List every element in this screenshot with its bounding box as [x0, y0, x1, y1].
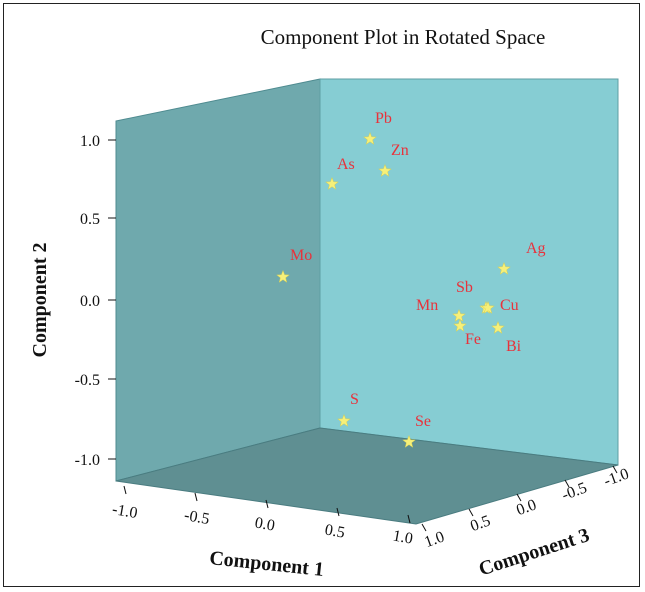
y-axis: 1.0 0.5 0.0 -0.5 -1.0 Component 2: [29, 133, 116, 469]
x-tick-label: 0.5: [323, 521, 346, 541]
point-label-zn: Zn: [391, 142, 409, 159]
x-tick-mark: [265, 499, 269, 509]
z-axis-title: Component 3: [476, 524, 592, 580]
x-tick-mark: [194, 492, 198, 502]
point-label-pb: Pb: [375, 110, 392, 127]
point-label-se: Se: [415, 413, 431, 430]
x-tick-mark: [407, 514, 411, 524]
point-marker-s: [337, 413, 351, 427]
z-tick-mark: [612, 465, 618, 474]
chart-title: Component Plot in Rotated Space: [261, 25, 546, 49]
y-tick-label: 1.0: [80, 133, 100, 150]
x-tick-label: -0.5: [183, 507, 211, 528]
x-tick-label: 0.0: [253, 514, 276, 534]
point-marker-fe: [453, 318, 467, 332]
z-tick-mark: [421, 523, 427, 532]
point-marker-cu: [481, 300, 495, 314]
point-marker-bi: [491, 320, 505, 334]
x-tick-label: -1.0: [111, 501, 139, 522]
x-axis-title: Component 1: [208, 547, 325, 581]
x-tick-label: 1.0: [391, 527, 414, 547]
left-wall: [115, 78, 321, 482]
data-points: Pb Zn As Mo Ag Sb Mn Cu Fe Bi S Se: [276, 110, 546, 448]
point-label-mo: Mo: [290, 247, 312, 264]
point-marker-as: [325, 176, 339, 190]
z-tick-label: 0.5: [468, 512, 493, 535]
x-tick-mark: [336, 507, 340, 517]
z-tick-mark: [468, 508, 474, 517]
point-label-cu: Cu: [500, 297, 519, 314]
point-marker-ag: [497, 261, 511, 275]
point-label-s: S: [350, 391, 359, 408]
z-tick-label: -1.0: [602, 465, 632, 490]
point-label-fe: Fe: [465, 331, 481, 348]
point-marker-se: [402, 434, 416, 448]
y-axis-title: Component 2: [29, 242, 51, 357]
point-marker-zn: [378, 163, 392, 177]
point-marker-pb: [363, 131, 377, 145]
y-tick-label: -0.5: [75, 372, 100, 389]
z-tick-mark: [564, 479, 570, 488]
point-label-as: As: [337, 156, 355, 173]
z-tick-label: 1.0: [422, 528, 447, 551]
floor: [115, 427, 619, 525]
point-marker-mn: [452, 308, 466, 322]
y-tick-label: 0.5: [80, 211, 100, 228]
z-tick-mark: [516, 493, 522, 502]
point-label-sb: Sb: [456, 279, 473, 296]
y-tick-label: -1.0: [75, 452, 100, 469]
chart-frame: Component Plot in Rotated Space 1.0 0.5 …: [3, 3, 640, 587]
x-tick-mark: [123, 485, 127, 495]
point-label-bi: Bi: [506, 338, 522, 355]
z-tick-label: 0.0: [514, 496, 539, 519]
point-label-mn: Mn: [416, 297, 438, 314]
point-marker-mo: [276, 269, 290, 283]
component-plot: Component Plot in Rotated Space 1.0 0.5 …: [29, 25, 632, 581]
point-label-ag: Ag: [526, 240, 546, 257]
y-tick-label: 0.0: [80, 293, 100, 310]
z-tick-label: -0.5: [560, 479, 590, 504]
